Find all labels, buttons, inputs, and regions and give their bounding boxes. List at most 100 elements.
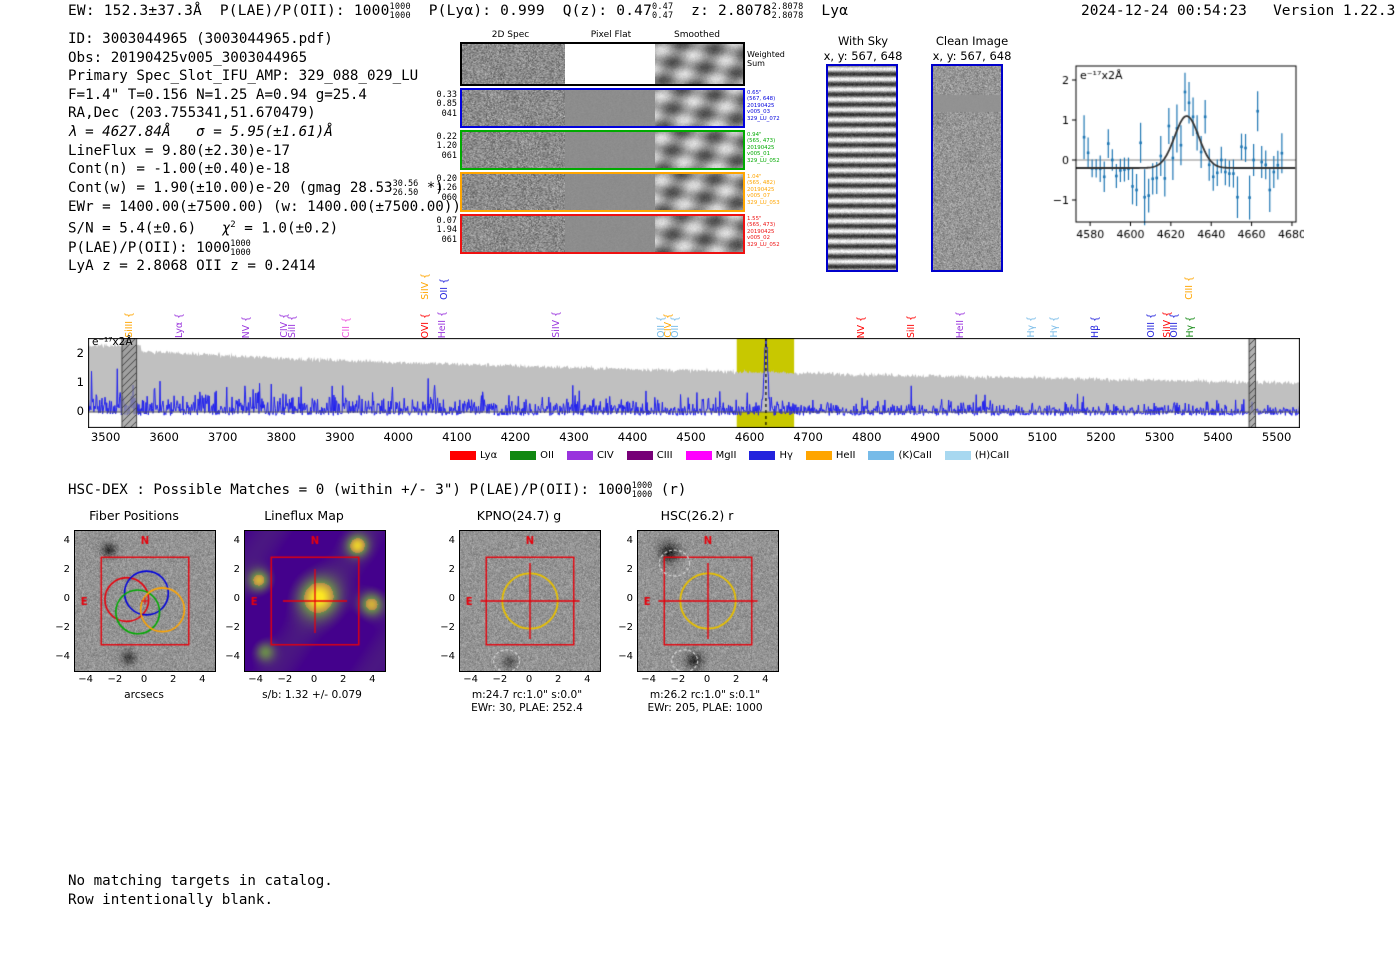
sky-image-panels: With Sky x, y: 567, 648 Clean Image x, y… xyxy=(818,30,1018,272)
line-marker-Hγ: Hγ { xyxy=(1184,316,1196,338)
hscdex-plae-range: 1000 1000 xyxy=(631,481,653,500)
cutout-image[interactable] xyxy=(637,530,779,672)
cutout-xtick: −4 xyxy=(641,674,657,685)
cont-w-text: Cont(w) = 1.90(±10.00)e-20 (gmag 28.53 xyxy=(68,179,393,196)
cutout-image[interactable] xyxy=(74,530,216,672)
fiber-meta-3: 1.55" (565, 473) 20190425 v005_02 329_LU_052 xyxy=(747,216,780,248)
legend-label: (K)CaII xyxy=(898,449,932,461)
cutout-ytick: 4 xyxy=(63,534,70,546)
fiber-strip-3[interactable] xyxy=(460,214,745,254)
line-marker-SiIV: SiIV { xyxy=(551,311,563,338)
cutout-ytick: 0 xyxy=(63,593,70,604)
fiber-strip-2[interactable] xyxy=(460,172,745,212)
line-marker-NV: NV { xyxy=(241,315,253,338)
plya-label: P(Lyα): xyxy=(428,3,492,19)
info-cont-w: Cont(w) = 1.90(±10.00)e-20 (gmag 28.5330… xyxy=(68,179,469,198)
spec-xtick: 4700 xyxy=(793,430,823,444)
chi-symbol: χ xyxy=(221,220,231,237)
cutout-image[interactable] xyxy=(459,530,601,672)
cutout-caption: s/b: 1.32 +/- 0.079 xyxy=(262,689,362,701)
cutout-panel-0[interactable]: Fiber Positions −4 −4 −2 −2 0 0 2 2 4 4 arcsecs xyxy=(55,508,247,738)
legend-label: CIV xyxy=(596,449,614,461)
spec-xtick: 4200 xyxy=(500,430,531,444)
cutout-xtick: 0 xyxy=(703,674,711,685)
legend-swatch xyxy=(626,450,653,460)
info-id: ID: 3003044965 (3003044965.pdf) xyxy=(68,31,333,47)
legend-label: Hγ xyxy=(779,449,793,461)
weighted-sum-label: Weighted Sum xyxy=(747,50,785,68)
spec-xtick: 4800 xyxy=(851,430,882,444)
cutout-ytick: 4 xyxy=(233,534,240,546)
legend-label: OII xyxy=(540,449,554,461)
col-title-pixelflat: Pixel Flat xyxy=(590,30,632,40)
cutout-caption: EWr: 205, PLAE: 1000 xyxy=(647,702,763,714)
fiber-meta-1: 0.94" (565, 473) 20190425 v005_01 329_LU_052 xyxy=(747,132,780,164)
twod-spec-montage: 2D Spec Pixel Flat Smoothed Weighted Sum… xyxy=(425,30,785,255)
cutout-ytick: 2 xyxy=(626,563,633,575)
spectrum-y-axis: 2 1 0 e⁻¹⁷x2Å xyxy=(60,336,133,428)
legend-item-(H)CaII: (H)CaII xyxy=(944,449,1010,461)
fiber-strip-1[interactable] xyxy=(460,130,745,170)
legend-swatch xyxy=(566,450,593,460)
legend-swatch xyxy=(450,450,476,460)
cutout-caption: m:24.7 rc:1.0" s:0.0" xyxy=(471,689,583,701)
cutout-title: Fiber Positions xyxy=(89,508,179,523)
cutout-xtick: −4 xyxy=(248,674,264,685)
source-info-block: ID: 3003044965 (3003044965.pdf) Obs: 201… xyxy=(68,30,469,276)
legend-swatch xyxy=(868,450,895,460)
cutout-ytick: −4 xyxy=(55,651,70,663)
cutout-xlabel: arcsecs xyxy=(124,689,164,701)
line-marker-CII: CII { xyxy=(340,316,352,338)
cutout-panel-1[interactable]: Lineflux Map −4 −4 −2 −2 0 0 2 2 4 4 s/b: 1.32 +/- … xyxy=(225,508,417,738)
cutout-ytick: −4 xyxy=(440,651,455,663)
legend-label: CIII xyxy=(656,449,673,461)
cutout-title: HSC(26.2) r xyxy=(660,508,734,523)
cutout-image[interactable] xyxy=(244,530,386,672)
cutout-ytick: 0 xyxy=(233,593,240,604)
cutout-ytick: −4 xyxy=(618,651,633,663)
legend-label: (H)CaII xyxy=(974,449,1010,461)
info-seeing: F=1.4" T=0.156 N=1.25 A=0.94 g=25.4 xyxy=(68,86,367,103)
cutout-xtick: 0 xyxy=(525,674,533,685)
fiber-strip-0[interactable] xyxy=(460,88,745,128)
legend-item-CIII: CIII xyxy=(626,449,673,461)
line-marker-Hβ: Hβ { xyxy=(1090,316,1102,338)
cutout-xtick: −2 xyxy=(670,674,686,685)
spec-xtick: 4600 xyxy=(734,430,765,444)
spec-ytick: 1 xyxy=(76,375,84,389)
cont-w-flag: *) xyxy=(426,179,444,196)
line-marker-SiII: SiII { xyxy=(286,314,298,338)
gmag-range: 30.56 26.50 xyxy=(392,178,419,198)
info-redshifts: LyA z = 2.8068 OII z = 0.2414 xyxy=(68,258,316,275)
cutout-xtick: 2 xyxy=(339,674,347,685)
cutout-panels: Fiber Positions −4 −4 −2 −2 0 0 2 2 4 4 arcsecs Line… xyxy=(0,508,1400,738)
legend-item-MgII: MgII xyxy=(685,450,736,461)
cutout-panel-2[interactable]: KPNO(24.7) g −4 −4 −2 −2 0 0 2 2 4 4 m:24.7 rc:1.0"… xyxy=(440,508,632,738)
full-spectrum-panel: SiIII {Lyα {NV {CIV {SiII {CII {OVI {SiI… xyxy=(0,268,1400,468)
spectrum-x-axis: 3500 3600 3700 3800 3900 4000 4100 4200 4300 4400… xyxy=(88,430,1300,448)
fiber-stats-1: 0.22 1.20 061 xyxy=(436,132,457,161)
sn-value: S/N = 5.4(±0.6) xyxy=(68,220,197,237)
info-slot: Primary Spec_Slot_IFU_AMP: 329_088_029_L… xyxy=(68,68,419,85)
cutout-xtick: 2 xyxy=(169,674,177,685)
cutout-ytick: 0 xyxy=(448,593,455,604)
info-plae-range: 1000 1000 xyxy=(230,238,251,258)
legend-label: HeII xyxy=(835,449,856,461)
legend-item-Hγ: Hγ xyxy=(749,449,793,461)
info-lineflux: LineFlux = 9.80(±2.30)e-17 xyxy=(68,142,291,159)
cutout-caption: EWr: 30, PLAE: 252.4 xyxy=(471,702,583,714)
qz-range: 0.47 0.47 xyxy=(652,2,674,21)
summary-header: EW: 152.3±37.3Å P(LAE)/P(OII): 10001000 1… xyxy=(68,3,848,21)
info-obs: Obs: 20190425v005_3003044965 xyxy=(68,49,308,66)
withsky-image xyxy=(826,64,898,272)
z-label: z: xyxy=(691,3,710,19)
spec-xtick: 5300 xyxy=(1144,430,1175,444)
cutout-panel-3[interactable]: HSC(26.2) r −4 −4 −2 −2 0 0 2 2 4 4 m:26.2 rc:1.0" … xyxy=(618,508,810,738)
chi-exponent: 2 xyxy=(230,220,236,231)
line-marker-HeII: HeII { xyxy=(437,310,449,338)
emission-line-markers: SiIII {Lyα {NV {CIV {SiII {CII {OVI {SiI… xyxy=(0,268,1400,340)
line-marker-Hγ: Hγ { xyxy=(1049,316,1061,338)
cutout-xtick: −2 xyxy=(277,674,293,685)
chi-value: = 1.0(±0.2) xyxy=(235,220,339,237)
cutout-xtick: 4 xyxy=(584,674,591,685)
